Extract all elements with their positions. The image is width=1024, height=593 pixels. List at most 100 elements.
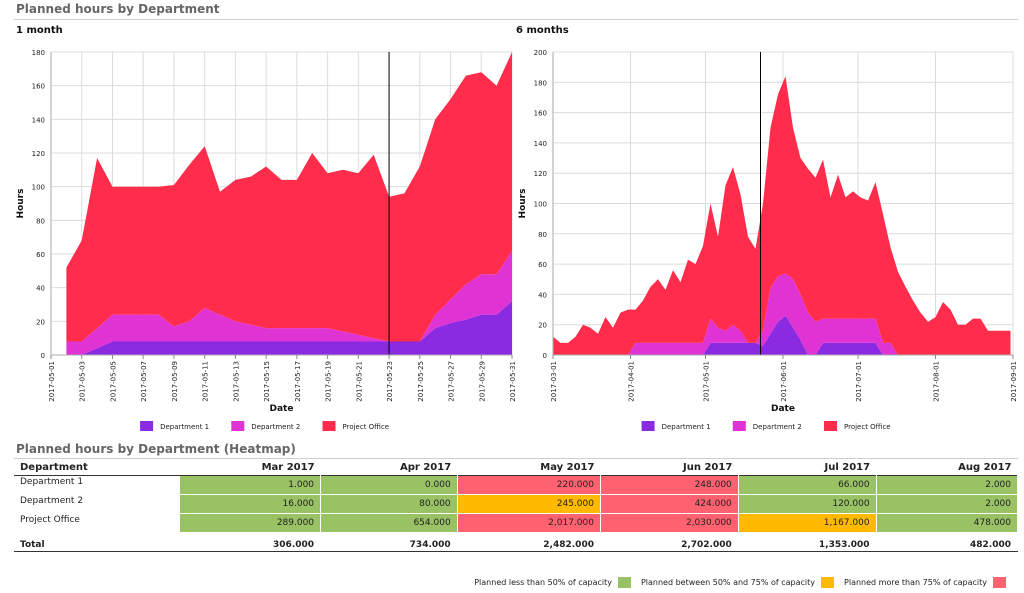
legend-label: Project Office [343,423,390,431]
total-cell: 734.000 [320,532,458,552]
chart-2-title: 6 months [516,25,569,36]
y-tick-label: 160 [534,110,547,118]
x-tick-label: 2017-05-09 [171,361,179,402]
heat-cell: 120.000 [738,494,877,514]
table-row: Project Office 289.000 654.000 2,017.000… [14,513,1019,533]
series-area-project-office [553,76,1011,355]
row-label: Department 2 [14,494,180,514]
total-cell: 1,353.000 [738,532,877,552]
y-tick-label: 20 [36,318,45,326]
heat-cell: 654.000 [320,513,458,533]
y-tick-label: 140 [32,116,45,124]
total-cell: 2,482.000 [457,532,601,552]
y-axis-label: Hours [16,189,26,219]
row-label: Department 1 [14,475,180,495]
legend: Department 1 Department 2 Project Office [641,421,891,431]
total-label: Total [14,532,181,552]
table-row: Department 1 1.000 0.000 220.000 248.000… [14,475,1019,495]
legend: Department 1 Department 2 Project Office [140,421,389,431]
heat-cell: 478.000 [876,513,1019,533]
legend-label: Planned more than 75% of capacity [844,578,987,587]
column-header: Apr 2017 [400,462,452,473]
legend-label: Project Office [844,423,891,431]
x-axis-label: Date [270,404,294,414]
y-tick-label: 120 [534,170,547,178]
x-tick-label: 2017-05-31 [509,361,517,402]
heat-cell: 2,017.000 [457,513,601,533]
column-header: Jun 2017 [683,462,733,473]
heat-cell: 2.000 [876,494,1019,514]
legend-swatch [140,421,154,431]
legend-swatch [322,421,336,431]
x-tick-label: 2017-05-29 [478,361,486,402]
y-tick-label: 100 [32,184,45,192]
y-tick-label: 60 [36,251,45,259]
heat-cell: 16.000 [180,494,322,514]
heat-cell: 0.000 [320,475,458,495]
heat-cell: 1.000 [180,475,322,495]
heatmap-legend: Planned less than 50% of capacity Planne… [474,577,1006,588]
legend-swatch-yellow [821,577,835,588]
series-area-project-office [66,52,513,342]
y-tick-label: 160 [32,83,45,91]
legend-label: Department 1 [662,423,711,431]
x-tick-label: 2017-05-03 [79,361,87,402]
x-tick-label: 2017-05-11 [202,361,210,402]
x-axis-label: Date [771,404,795,414]
y-tick-label: 20 [538,322,547,330]
x-tick-label: 2017-05-01 [48,361,56,402]
y-tick-label: 60 [538,261,547,269]
total-cell: 482.000 [876,532,1019,552]
x-tick-label: 2017-05-07 [140,361,148,402]
x-tick-label: 2017-05-01 [703,361,711,402]
heatmap-table: Department Mar 2017 Apr 2017 May 2017 Ju… [14,459,1019,552]
x-tick-label: 2017-05-27 [448,361,456,402]
column-header: Department [20,462,88,473]
heat-cell: 220.000 [457,475,601,495]
legend-label: Planned between 50% and 75% of capacity [640,578,816,587]
series-area-department-2 [553,273,1011,355]
x-tick-label: 2017-07-01 [855,361,863,402]
x-tick-label: 2017-05-17 [294,361,302,402]
column-header: Mar 2017 [261,462,315,473]
x-tick-label: 2017-05-15 [263,361,271,402]
y-tick-label: 80 [36,217,45,225]
x-tick-label: 2017-05-13 [232,361,240,402]
x-tick-label: 2017-06-01 [780,361,788,402]
legend-label: Planned less than 50% of capacity [474,578,612,587]
y-tick-label: 180 [32,49,45,57]
y-tick-label: 180 [534,79,547,87]
heat-cell: 2,030.000 [600,513,739,533]
chart-1-month: 0 20 40 60 80 100 120 140 160 180 2017-05-01 2017-0… [16,49,517,431]
x-tick-label: 2017-05-19 [325,361,333,402]
heat-cell: 66.000 [738,475,877,495]
chart-6-months: 0 20 40 60 80 100 120 140 160 180 200 2017-03-01 201… [518,49,1018,431]
x-tick-label: 2017-08-01 [933,361,941,402]
x-tick-label: 2017-03-01 [550,361,558,402]
table-row: Department 2 16.000 80.000 245.000 424.0… [14,494,1019,514]
x-tick-label: 2017-04-01 [628,361,636,402]
legend-label: Department 2 [251,423,300,431]
column-header: Jul 2017 [824,462,871,473]
heat-cell: 80.000 [320,494,458,514]
series-area-department-1 [66,301,513,355]
chart-1-title: 1 month [16,25,63,36]
y-tick-label: 140 [534,140,547,148]
y-tick-label: 100 [534,201,547,209]
heatmap-header-row: Department Mar 2017 Apr 2017 May 2017 Ju… [14,459,1018,476]
y-tick-label: 40 [538,291,547,299]
total-row: Total 306.000 734.000 2,482.000 2,702.00… [14,532,1019,552]
y-tick-label: 200 [534,49,547,57]
legend-label: Department 2 [753,423,802,431]
y-tick-label: 0 [41,352,45,360]
legend-swatch [824,421,837,431]
page-title: Planned hours by Department [16,2,220,16]
series-area-department-2 [66,250,513,355]
x-tick-label: 2017-05-25 [417,361,425,402]
title-divider [14,19,1018,20]
heatmap-title: Planned hours by Department (Heatmap) [16,442,296,456]
row-label: Project Office [14,513,180,533]
legend-swatch-green [617,577,631,588]
series-area-department-1 [553,315,1011,355]
y-tick-label: 0 [543,352,547,360]
